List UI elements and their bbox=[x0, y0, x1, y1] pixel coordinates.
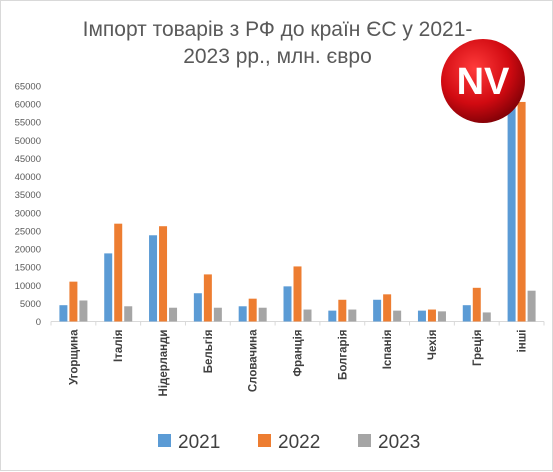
bar-2021 bbox=[328, 310, 337, 322]
y-tick-label: 30000 bbox=[15, 208, 41, 219]
y-axis: 0 5000 10000 15000 20000 25000 30000 35000 40000… bbox=[15, 82, 41, 329]
x-category-label: інші bbox=[517, 330, 529, 353]
bar-2022 bbox=[159, 226, 168, 322]
bar-2021 bbox=[104, 253, 113, 322]
bar-2022 bbox=[472, 287, 481, 322]
chart-title-line-1: Імпорт товарів з РФ до країн ЄС у 2021- bbox=[82, 18, 473, 41]
bar-2022 bbox=[383, 294, 392, 322]
y-tick-label: 45000 bbox=[15, 154, 41, 165]
bar-2021 bbox=[149, 235, 158, 322]
x-axis: Угорщина Італія Нідерланди Бельгія Словачина… bbox=[50, 321, 545, 397]
x-category-label: Італія bbox=[113, 330, 125, 362]
bar-2022 bbox=[203, 274, 212, 322]
bar-2022 bbox=[427, 309, 436, 322]
x-category-label: Іспанія bbox=[382, 330, 394, 370]
x-category-label: Бельгія bbox=[203, 330, 215, 374]
bar-2023 bbox=[303, 309, 312, 322]
legend: 2021 2022 2023 bbox=[158, 432, 420, 453]
nv-logo: NV bbox=[441, 39, 525, 123]
bar-2021 bbox=[507, 100, 516, 322]
bar-2023 bbox=[213, 307, 222, 322]
y-tick-label: 55000 bbox=[15, 118, 41, 129]
logo-circle bbox=[441, 39, 525, 123]
y-tick-label: 60000 bbox=[15, 100, 41, 111]
x-category-label: Угорщина bbox=[68, 329, 80, 385]
bar-2023 bbox=[393, 310, 402, 322]
legend-label-2021: 2021 bbox=[178, 432, 220, 453]
bar-2022 bbox=[69, 281, 78, 322]
bar-2021 bbox=[238, 306, 247, 322]
legend-label-2023: 2023 bbox=[378, 432, 420, 453]
y-tick-label: 50000 bbox=[15, 136, 41, 147]
y-tick-label: 0 bbox=[36, 317, 41, 328]
legend-label-2022: 2022 bbox=[278, 432, 320, 453]
y-tick-label: 35000 bbox=[15, 190, 41, 201]
bar-2022 bbox=[293, 266, 302, 322]
bar-2023 bbox=[482, 312, 491, 322]
logo-text: NV bbox=[457, 61, 510, 103]
bar-series-group bbox=[59, 100, 536, 322]
y-tick-label: 65000 bbox=[15, 82, 41, 93]
bar-2021 bbox=[462, 305, 471, 322]
y-tick-label: 40000 bbox=[15, 172, 41, 183]
x-category-label: Франція bbox=[293, 330, 305, 377]
x-category-label: Словачина bbox=[248, 329, 260, 392]
y-tick-label: 20000 bbox=[15, 245, 41, 256]
y-tick-label: 5000 bbox=[20, 299, 41, 310]
y-tick-label: 10000 bbox=[15, 281, 41, 292]
bar-2023 bbox=[527, 290, 536, 322]
bar-2023 bbox=[169, 307, 178, 322]
bar-2022 bbox=[114, 223, 123, 322]
chart-title-line-2: 2023 рр., млн. євро bbox=[183, 45, 372, 68]
bar-2021 bbox=[59, 305, 68, 322]
bar-2023 bbox=[258, 307, 267, 322]
legend-swatch-2022 bbox=[258, 434, 271, 447]
bar-2023 bbox=[437, 311, 446, 322]
bar-2023 bbox=[79, 300, 88, 322]
bar-2021 bbox=[283, 286, 292, 322]
bar-2022 bbox=[248, 298, 257, 322]
bar-2022 bbox=[517, 101, 526, 322]
x-category-label: Греція bbox=[472, 329, 484, 365]
x-category-label: Чехія bbox=[427, 330, 439, 361]
y-tick-label: 25000 bbox=[15, 226, 41, 237]
bar-2021 bbox=[417, 310, 426, 322]
bar-2023 bbox=[124, 306, 133, 322]
y-tick-label: 15000 bbox=[15, 263, 41, 274]
bar-2022 bbox=[338, 299, 347, 322]
x-category-label: Нідерланди bbox=[158, 330, 170, 397]
legend-swatch-2023 bbox=[358, 434, 371, 447]
legend-swatch-2021 bbox=[158, 434, 171, 447]
bar-2023 bbox=[348, 309, 357, 322]
bar-2021 bbox=[373, 299, 382, 322]
bar-2021 bbox=[193, 293, 202, 322]
x-category-label: Болгарія bbox=[337, 330, 349, 380]
